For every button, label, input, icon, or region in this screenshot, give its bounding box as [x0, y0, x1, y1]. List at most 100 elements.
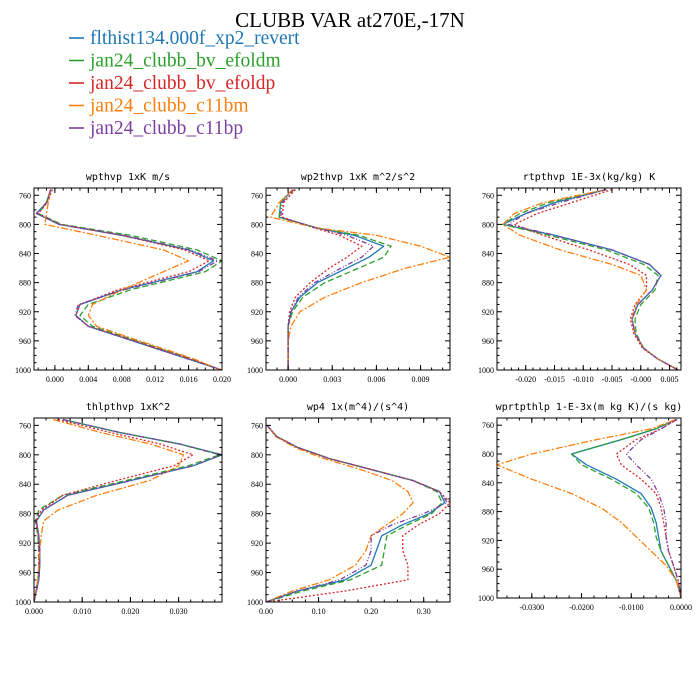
series-line	[502, 188, 679, 370]
plot-frame	[33, 417, 223, 603]
y-tick-label: 880	[19, 510, 31, 519]
x-tick-label: -0.0100	[619, 603, 644, 612]
x-tick-label: 0.016	[180, 375, 198, 384]
panel-title: wp4 1x(m^4)/(s^4)	[307, 402, 409, 413]
y-tick-label: 960	[251, 337, 263, 346]
y-tick-label: 840	[482, 479, 494, 488]
series-line	[280, 189, 375, 370]
y-tick-label: 1000	[15, 366, 31, 375]
y-tick-label: 920	[482, 308, 494, 317]
y-tick-label: 1000	[15, 598, 31, 607]
series-line	[278, 189, 392, 370]
x-tick-label: -0.010	[573, 375, 594, 384]
legend-label: jan24_clubb_c11bp	[89, 118, 243, 139]
y-tick-label: 880	[482, 508, 494, 517]
x-tick-label: 0.020	[213, 375, 231, 384]
x-tick-label: 0.10	[312, 607, 326, 616]
series-line	[615, 418, 681, 598]
panel-title: wp2thvp 1xK m^2/s^2	[301, 172, 415, 183]
x-tick-label: 0.000	[46, 375, 64, 384]
x-tick-label: 0.006	[367, 375, 385, 384]
x-tick-label: 0.008	[113, 375, 131, 384]
series-line	[497, 418, 681, 598]
x-tick-label: 0.020	[121, 607, 139, 616]
y-tick-label: 840	[251, 250, 263, 259]
x-tick-label: 0.005	[661, 375, 679, 384]
chart-panel: wp2thvp 1xK m^2/s^2 760 800 840 880 920 960 100…	[247, 172, 451, 384]
y-tick-label: 800	[19, 220, 31, 229]
series-line	[507, 188, 679, 370]
series-line	[625, 418, 681, 598]
chart-panel: wprtpthlp 1-E-3x(m kg K)/(s kg)760 800 840…	[478, 402, 692, 612]
y-tick-label: 960	[251, 569, 263, 578]
y-tick-label: 920	[19, 308, 31, 317]
series-line	[35, 189, 222, 370]
y-tick-label: 880	[251, 279, 263, 288]
y-tick-label: 800	[251, 220, 263, 229]
panel-title: rtpthvp 1E-3x(kg/kg) K	[523, 172, 655, 183]
x-tick-label: 0.0000	[670, 603, 692, 612]
x-tick-label: -0.020	[515, 375, 536, 384]
y-tick-label: 960	[482, 565, 494, 574]
x-tick-label: 0.000	[25, 607, 43, 616]
x-tick-label: 0.004	[79, 375, 97, 384]
y-tick-label: 840	[19, 480, 31, 489]
series-line	[570, 418, 681, 598]
y-tick-label: 920	[482, 536, 494, 545]
y-tick-label: 960	[482, 337, 494, 346]
x-tick-label: 0.009	[412, 375, 430, 384]
y-tick-label: 1000	[478, 594, 494, 603]
y-tick-label: 880	[19, 279, 31, 288]
x-tick-label: 0.000	[279, 375, 297, 384]
x-tick-label: -0.015	[544, 375, 565, 384]
x-tick-label: -0.005	[602, 375, 623, 384]
y-tick-label: 760	[482, 191, 494, 200]
y-tick-label: 920	[251, 539, 263, 548]
series-group	[266, 424, 450, 602]
series-group	[35, 189, 222, 370]
legend-label: flthist134.000f_xp2_revert	[90, 28, 300, 49]
series-line	[266, 424, 450, 602]
panel-title: thlpthvp 1xK^2	[86, 402, 170, 413]
series-line	[266, 425, 414, 602]
series-line	[266, 424, 446, 602]
panel-title: wpthvp 1xK m/s	[86, 172, 170, 183]
chart-panel: wp4 1x(m^4)/(s^4)76080084088092096010000…	[247, 402, 451, 616]
chart-panel: wpthvp 1xK m/s 760 800 840 880 920 960 1000 0.00…	[15, 172, 231, 384]
x-tick-label: 0.30	[417, 607, 431, 616]
legend-label: jan24_clubb_bv_efoldp	[89, 73, 275, 94]
plot-frame	[33, 187, 223, 371]
y-tick-label: 960	[19, 337, 31, 346]
y-tick-label: 1000	[247, 598, 263, 607]
y-tick-label: 840	[482, 250, 494, 259]
x-tick-label: -0.0300	[519, 603, 544, 612]
chart-panel: rtpthvp 1E-3x(kg/kg) K 760 800 840 880 920 960…	[478, 172, 682, 384]
plot-frame	[265, 187, 451, 371]
legend-label: jan24_clubb_bv_efoldm	[89, 51, 281, 72]
plot-frame	[496, 187, 682, 371]
y-tick-label: 920	[19, 539, 31, 548]
x-tick-label: 0.030	[170, 607, 188, 616]
x-tick-label: -0.000	[630, 375, 651, 384]
legend-label: jan24_clubb_c11bm	[89, 96, 249, 117]
x-tick-label: -0.0200	[569, 603, 594, 612]
series-line	[35, 189, 222, 370]
series-line	[266, 424, 449, 602]
chart-title: CLUBB VAR at270E,-17N	[235, 8, 465, 32]
y-tick-label: 800	[19, 451, 31, 460]
legend-item: jan24_clubb_c11bp	[69, 118, 243, 139]
series-line	[502, 188, 679, 370]
y-tick-label: 760	[251, 191, 263, 200]
series-line	[502, 188, 679, 370]
y-tick-label: 1000	[247, 366, 263, 375]
chart-panel: thlpthvp 1xK^2 760 800 840 880 920 960 10000.00…	[15, 402, 223, 616]
legend: flthist134.000f_xp2_revertjan24_clubb_bv…	[69, 28, 300, 139]
panel-title: wprtpthlp 1-E-3x(m kg K)/(s kg)	[496, 402, 683, 413]
x-tick-label: 0.012	[146, 375, 164, 384]
series-line	[34, 418, 222, 602]
series-line	[44, 189, 221, 370]
plot-frame	[496, 417, 682, 599]
y-tick-label: 1000	[478, 366, 494, 375]
series-group	[34, 418, 222, 602]
